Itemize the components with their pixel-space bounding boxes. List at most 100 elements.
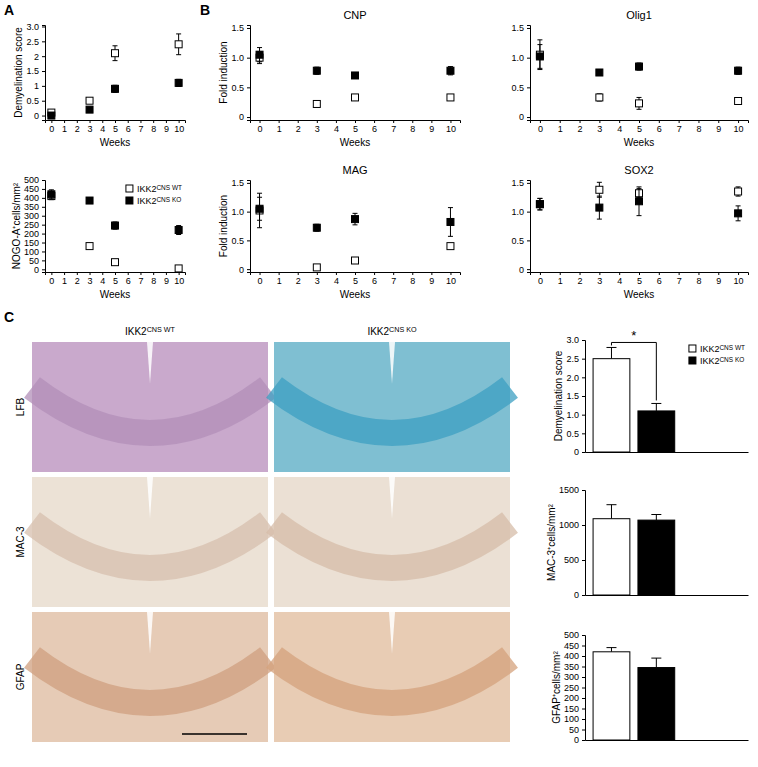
tick-label: 1 xyxy=(558,124,563,134)
bar xyxy=(638,520,675,595)
tick: 2.5 xyxy=(566,354,585,364)
tick-label: 5 xyxy=(353,124,358,134)
tissue-band xyxy=(274,523,510,569)
tick: 7 xyxy=(391,272,396,286)
tick: 1.0 xyxy=(511,207,530,217)
tick-label: 8 xyxy=(410,124,415,134)
tick-label: 5 xyxy=(113,124,118,134)
row-label: GFAP xyxy=(15,663,26,690)
tick-label: 4 xyxy=(334,124,339,134)
tick-mark xyxy=(51,272,52,275)
point xyxy=(447,218,454,225)
tick: 2 xyxy=(296,120,301,134)
tick: 0 xyxy=(49,120,54,134)
tick: 8 xyxy=(410,272,415,286)
axis-title: GFAP⁺cells/mm² xyxy=(551,651,562,724)
error-bar xyxy=(606,347,616,358)
point xyxy=(175,227,182,234)
tick: 0 xyxy=(258,120,263,134)
panel-label: C xyxy=(4,309,14,325)
bar xyxy=(638,411,675,452)
bar xyxy=(593,359,630,452)
tick: 500 xyxy=(564,555,585,565)
tick: 5 xyxy=(353,272,358,286)
tick-label: 350 xyxy=(24,202,39,212)
tick-mark xyxy=(582,688,585,689)
tick-mark xyxy=(64,272,65,275)
tissue-band xyxy=(32,658,268,704)
tick: 100 xyxy=(564,714,585,724)
error-bar xyxy=(537,40,542,70)
tick-mark xyxy=(355,272,356,275)
tick-mark xyxy=(42,269,45,270)
legend-swatch xyxy=(689,345,696,352)
axis-title: Weeks xyxy=(340,289,370,300)
tick-mark xyxy=(698,120,699,123)
tick-label: 4 xyxy=(617,124,622,134)
tick: 0 xyxy=(574,590,585,600)
point xyxy=(596,94,603,101)
tick-label: 0.5 xyxy=(511,83,524,93)
tick: 1.5 xyxy=(566,391,585,401)
tick: 8 xyxy=(410,120,415,134)
tick-mark xyxy=(102,120,103,123)
tick-label: 4 xyxy=(334,276,339,286)
tick-label: 2 xyxy=(578,276,583,286)
chart: 0123456789100501001502002503003504004505… xyxy=(11,175,186,300)
tick-mark xyxy=(679,120,680,123)
tick: 0 xyxy=(239,265,250,275)
tick: 0 xyxy=(574,735,585,745)
axis-title: Weeks xyxy=(100,289,130,300)
tick-label: 1.5 xyxy=(511,178,524,188)
tick: 5 xyxy=(113,272,118,286)
plot-area xyxy=(593,505,675,595)
tick: 9 xyxy=(716,272,721,286)
tick-mark xyxy=(42,243,45,244)
tick-label: 300 xyxy=(24,211,39,221)
tick: 6 xyxy=(126,120,131,134)
tick-label: 100 xyxy=(564,714,579,724)
tick: 1.5 xyxy=(511,23,530,33)
superscript: CNS KO xyxy=(156,196,181,203)
tick-label: 5 xyxy=(353,276,358,286)
tick: 300 xyxy=(564,672,585,682)
tick-mark xyxy=(582,698,585,699)
superscript: CNS KO xyxy=(389,325,417,334)
tick-label: 500 xyxy=(564,555,579,565)
tick-label: 0 xyxy=(574,590,579,600)
tick: 0 xyxy=(574,447,585,457)
tick: 7 xyxy=(677,272,682,286)
tick-mark xyxy=(42,207,45,208)
tick-mark xyxy=(582,709,585,710)
tick-label: 6 xyxy=(126,276,131,286)
error-bar xyxy=(176,79,181,86)
tick-mark xyxy=(247,117,250,118)
point xyxy=(447,94,454,101)
error-bar xyxy=(597,94,602,101)
chart-title: SOX2 xyxy=(624,164,653,176)
tick-label: 8 xyxy=(151,124,156,134)
tick: 1500 xyxy=(559,485,585,495)
tick-label: 7 xyxy=(391,124,396,134)
tick-mark xyxy=(247,87,250,88)
chart: 00.51.01.52.02.53.0*Demyelination scoreI… xyxy=(553,328,748,457)
axis-line xyxy=(527,181,531,273)
plot-area xyxy=(256,193,454,271)
tick-label: 100 xyxy=(24,247,39,257)
text-part: IKK2 xyxy=(137,184,157,194)
tick: 10 xyxy=(734,120,744,134)
tick: 3.0 xyxy=(566,335,585,345)
tick: 8 xyxy=(151,272,156,286)
micrograph xyxy=(274,342,510,472)
point xyxy=(313,264,320,271)
plot-area xyxy=(593,347,675,452)
tick-mark xyxy=(42,71,45,72)
error-bar xyxy=(637,63,642,70)
tissue-band xyxy=(274,658,510,704)
micrograph xyxy=(274,612,510,742)
tick-label: 9 xyxy=(164,276,169,286)
tick-label: 0 xyxy=(239,112,244,122)
tick: 9 xyxy=(716,120,721,134)
axis-title: Fold induction xyxy=(218,195,229,257)
tick-label: 3 xyxy=(597,276,602,286)
